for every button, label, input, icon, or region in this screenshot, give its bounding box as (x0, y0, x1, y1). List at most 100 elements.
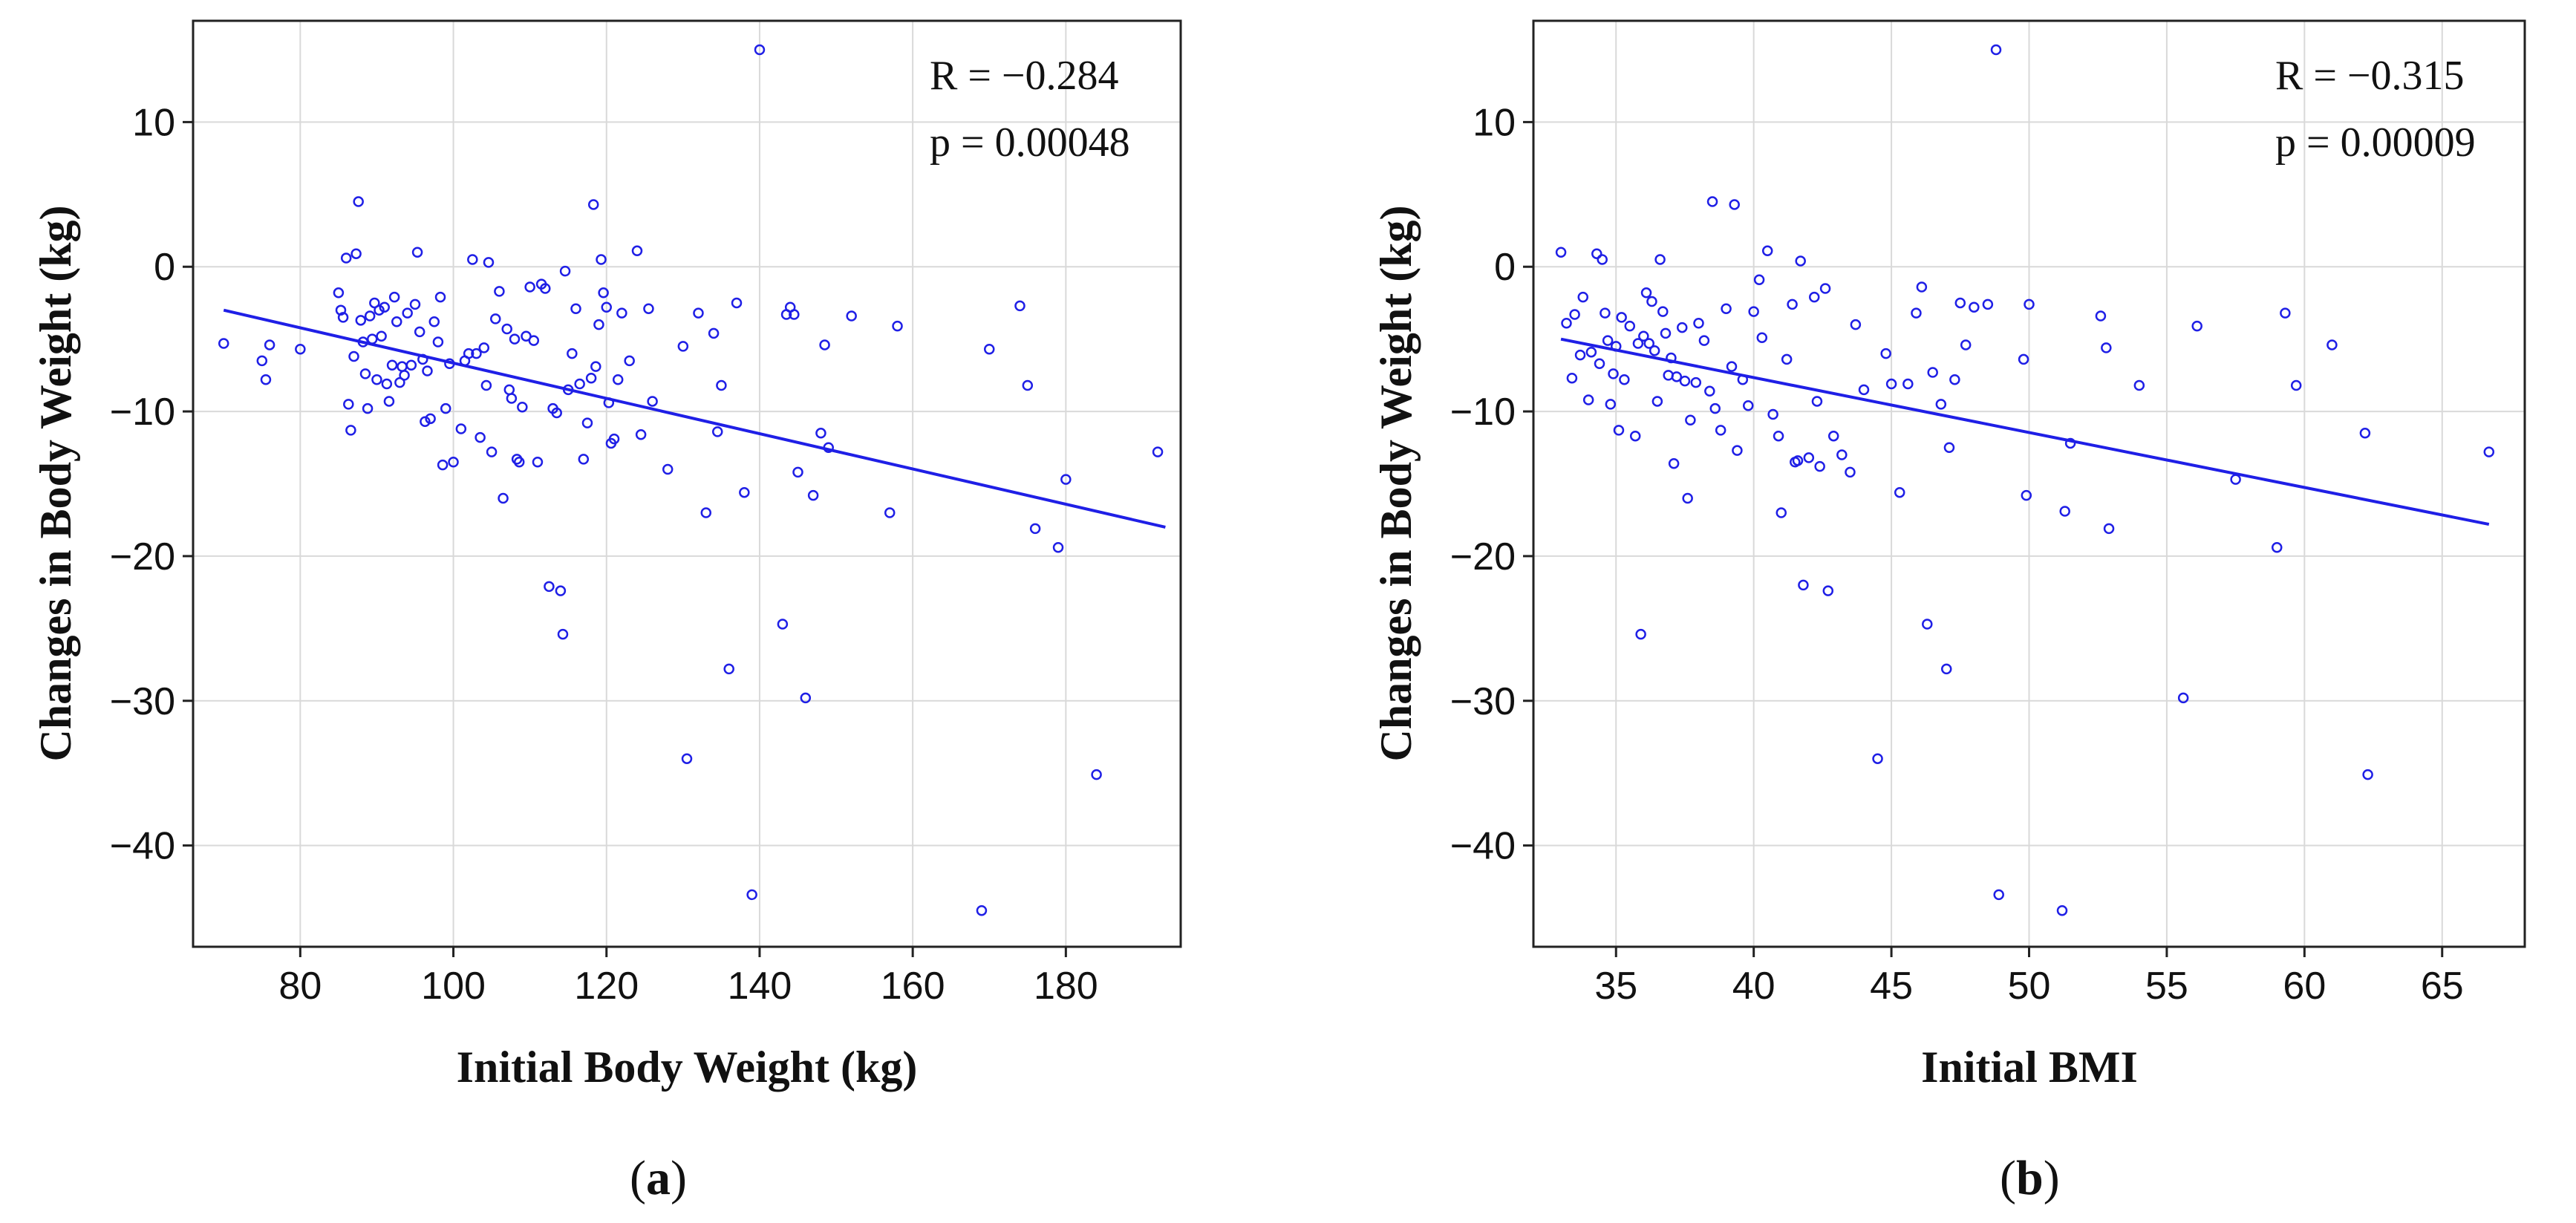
panel-a-data-point (414, 326, 425, 338)
panel-a-y-tick-label: −30 (110, 680, 175, 723)
panel-b-data-point (1729, 199, 1740, 210)
panel-b-data-point (1682, 492, 1693, 504)
panel-a-data-point (1152, 446, 1164, 457)
panel-a-data-point (1052, 541, 1064, 553)
panel-a-data-point (567, 348, 578, 359)
panel-a-data-point (603, 397, 615, 408)
panel-a-data-point (647, 396, 658, 407)
panel-b-axes: 35 40 45 50 55 60 65 10 0 −10 −20 −30 −40 (1450, 101, 2464, 1008)
panel-b-data-point (1577, 291, 1588, 303)
panel-b-x-tick-label: 40 (1732, 965, 1776, 1008)
panel-a-data-points (218, 44, 1164, 916)
panel-a-data-point (362, 402, 374, 414)
panel-b-data-point (1858, 384, 1870, 396)
panel-a-data-point (800, 692, 812, 704)
panel-b-data-point (1850, 319, 1862, 330)
panel-b-data-point (1969, 301, 1980, 313)
panel-b-x-axis-title: Initial BMI (1921, 1043, 2138, 1092)
panel-a-data-point (420, 416, 431, 427)
panel-a-data-point (711, 426, 723, 437)
panel-a-data-point (792, 466, 803, 478)
panel-b-data-point (1949, 374, 1960, 385)
panel-b-y-tick-label: −20 (1450, 535, 1516, 578)
panel-b-data-point (1632, 338, 1644, 349)
panel-a-r-value: R = −0.284 (930, 53, 1119, 99)
panel-b-data-point (1616, 312, 1627, 323)
panel-a-regression-line (223, 308, 1166, 529)
panel-a-x-tick-label: 160 (881, 965, 945, 1008)
panel-a-data-point (506, 393, 518, 404)
panel-b-data-point (1561, 317, 1572, 329)
panel-a-data-point (1029, 523, 1041, 535)
panel-a-data-point (892, 320, 903, 332)
panel-a-data-point (379, 301, 391, 313)
panel-a-data-point (562, 384, 574, 396)
panel-a-data-point (746, 889, 757, 901)
panel-b-data-point (1787, 299, 1798, 310)
panel-a-data-point (559, 265, 571, 277)
panel-b-data-point (1761, 245, 1773, 257)
panel-a-data-point (557, 628, 569, 640)
panel-b-data-point (1993, 889, 2004, 901)
panel-b-data-point (1629, 430, 1641, 442)
panel-a-data-point (976, 905, 988, 916)
panel-a-data-point (693, 307, 704, 319)
panel-a-data-point (440, 402, 451, 414)
panel-b-data-point (1706, 196, 1718, 207)
panel-b-data-point (1726, 361, 1738, 372)
panel-b-data-point (1638, 330, 1649, 342)
panel-a-data-point (585, 373, 597, 384)
panel-b-data-point (1613, 425, 1625, 436)
panel-a-data-point (483, 257, 495, 268)
panel-a-data-point (498, 492, 509, 504)
panel-b-data-point (1935, 399, 1947, 410)
panel-a-data-point (789, 309, 800, 320)
panel-b-data-point (2230, 474, 2241, 485)
panel-a-data-point (731, 297, 743, 309)
panel-a-data-point (399, 370, 410, 381)
panel-b-data-point (1827, 430, 1839, 442)
panel-b-data-point (1943, 442, 1955, 454)
panel-b-data-point (2359, 428, 2371, 439)
panel-a-data-point (489, 313, 501, 324)
panel-b-data-point (1693, 317, 1704, 329)
panel-b-data-point (1679, 375, 1691, 387)
panel-a-data-point (486, 446, 498, 457)
panel-a-data-point (555, 585, 567, 596)
panel-b-data-point (1737, 374, 1749, 385)
panel-b-label-letter: b (2016, 1151, 2044, 1205)
panel-b-y-tick-label: 0 (1494, 246, 1516, 289)
panel-a-data-point (777, 619, 789, 630)
panel-a-label-close-paren: ) (671, 1151, 687, 1205)
panel-b-data-point (1845, 466, 1856, 478)
panel-a-data-point (391, 316, 402, 327)
panel-b-data-point (1748, 306, 1759, 317)
panel-b-label: (b) (2000, 1151, 2060, 1205)
panel-b-data-point (1640, 287, 1652, 299)
panel-a-data-point (218, 338, 229, 349)
panel-b-data-point (1698, 335, 1710, 346)
panel-b-x-tick-label: 35 (1594, 965, 1637, 1008)
panel-a-data-point (359, 368, 371, 379)
panel-a-data-point (681, 753, 693, 764)
panel-b-data-point (1582, 394, 1594, 405)
panel-b-data-point (1591, 248, 1602, 259)
panel-a-data-point (467, 254, 478, 265)
panel-b-data-point (1814, 460, 1825, 472)
panel-b-data-point (2018, 353, 2029, 365)
panel-a-data-point (513, 457, 525, 468)
panel-b-data-point (1982, 299, 1994, 310)
panel-b-data-point (1836, 449, 1848, 460)
panel-b-data-point (1811, 396, 1823, 407)
panel-a-data-point (570, 303, 581, 314)
panel-b-data-point (1646, 296, 1657, 307)
panel-a-data-point (635, 429, 647, 440)
panel-a-data-point (350, 248, 362, 259)
panel-a-data-point (353, 196, 364, 207)
panel-a-data-point (608, 433, 620, 445)
panel-b-data-point (2326, 339, 2338, 350)
panel-a-data-point (295, 344, 306, 355)
panel-b-data-point (2024, 299, 2035, 310)
panel-b-y-tick-label: −30 (1450, 680, 1516, 723)
panel-b-data-point (1594, 358, 1605, 370)
